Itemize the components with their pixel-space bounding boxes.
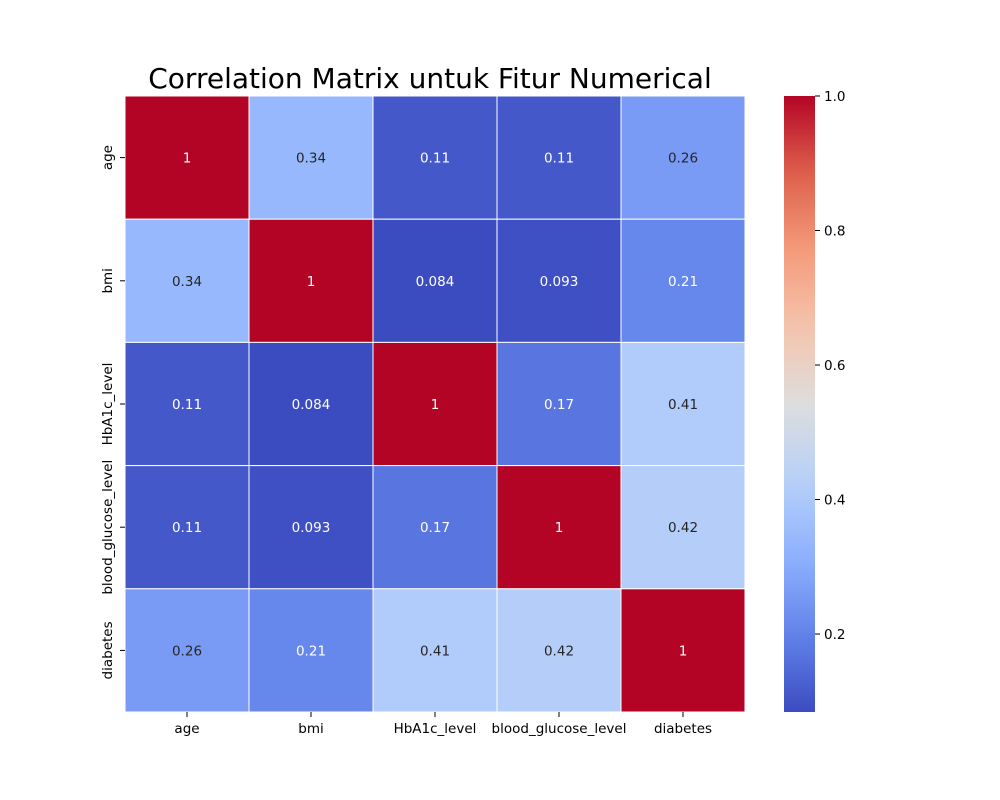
cell-value-label: 0.42 — [668, 520, 698, 536]
x-tick-label: blood_glucose_level — [492, 721, 627, 737]
colorbar-tick-label: 0.8 — [824, 223, 845, 239]
cell-value-label: 0.21 — [296, 643, 326, 659]
colorbar-gradient — [784, 96, 815, 712]
colorbar-tick-label: 0.2 — [824, 627, 845, 643]
colorbar-tick-label: 0.4 — [824, 492, 845, 508]
cell-value-label: 0.11 — [172, 397, 202, 413]
y-tick-label: diabetes — [100, 621, 116, 679]
heatmap-cell — [124, 95, 250, 220]
cell-value-label: 0.17 — [544, 397, 574, 413]
heatmap-cell — [372, 588, 498, 713]
cell-value-label: 0.11 — [172, 520, 202, 536]
y-axis: age bmi HbA1c_level blood_glucose_leveldiab… — [100, 145, 125, 679]
heatmap-cell — [248, 588, 374, 713]
heatmap-cell — [124, 588, 250, 713]
heatmap-cell — [620, 465, 746, 590]
cell-value-label: 0.42 — [544, 643, 574, 659]
y-tick-label: blood_glucose_level — [100, 460, 116, 595]
x-tick-label: bmi — [298, 721, 323, 737]
cell-value-label: 0.093 — [540, 274, 579, 290]
heatmap-cell — [620, 95, 746, 220]
cell-value-label: 1 — [555, 520, 564, 536]
cell-value-label: 0.093 — [292, 520, 331, 536]
x-axis: age bmi HbA1c_level blood_glucose_level diab… — [174, 712, 712, 737]
x-tick-label: age — [174, 721, 199, 737]
y-tick-label: HbA1c_level — [100, 363, 116, 446]
heatmap-cell — [248, 465, 374, 590]
heatmap-cell — [372, 95, 498, 220]
cell-value-label: 0.17 — [420, 520, 450, 536]
cell-value-label: 0.34 — [296, 151, 326, 167]
cell-value-label: 0.26 — [172, 643, 202, 659]
x-tick-label: HbA1c_level — [394, 721, 477, 737]
cell-value-label: 0.26 — [668, 151, 698, 167]
cell-value-label: 0.11 — [420, 151, 450, 167]
heatmap-cell — [248, 341, 374, 467]
cell-value-label: 0.21 — [668, 274, 698, 290]
colorbar-tick-label: 0.6 — [824, 358, 845, 374]
heatmap-cell — [496, 95, 622, 220]
colorbar: 0.2 0.4 0.6 0.8 1.0 — [784, 89, 845, 712]
heatmap-cell — [372, 341, 498, 467]
heatmap-cell — [372, 218, 498, 343]
y-tick-label: age — [100, 145, 116, 170]
x-tick-label: diabetes — [654, 721, 712, 737]
cell-value-label: 1 — [431, 397, 440, 413]
colorbar-tick-label: 1.0 — [824, 89, 845, 105]
y-tick-label: bmi — [100, 268, 116, 293]
cell-value-label: 1 — [183, 151, 192, 167]
heatmap-cell — [372, 465, 498, 590]
heatmap-cell — [620, 341, 746, 467]
cell-value-label: 0.34 — [172, 274, 202, 290]
heatmap-grid: 1 0.34 0.11 0.11 0.26 0.34 1 0.084 0.093 0.21 0.11… — [124, 95, 746, 713]
cell-value-label: 0.084 — [416, 274, 455, 290]
cell-value-label: 0.41 — [668, 397, 698, 413]
heatmap-cell — [620, 218, 746, 343]
cell-value-label: 0.41 — [420, 643, 450, 659]
heatmap-cell — [496, 341, 622, 467]
cell-value-label: 0.11 — [544, 151, 574, 167]
heatmap-cell — [496, 465, 622, 590]
chart-title: Correlation Matrix untuk Fitur Numerical — [148, 62, 712, 95]
cell-value-label: 1 — [679, 643, 688, 659]
cell-value-label: 1 — [307, 274, 316, 290]
cell-value-label: 0.084 — [292, 397, 331, 413]
heatmap-cell — [124, 218, 250, 343]
heatmap-cell — [620, 588, 746, 713]
heatmap-cell — [248, 95, 374, 220]
